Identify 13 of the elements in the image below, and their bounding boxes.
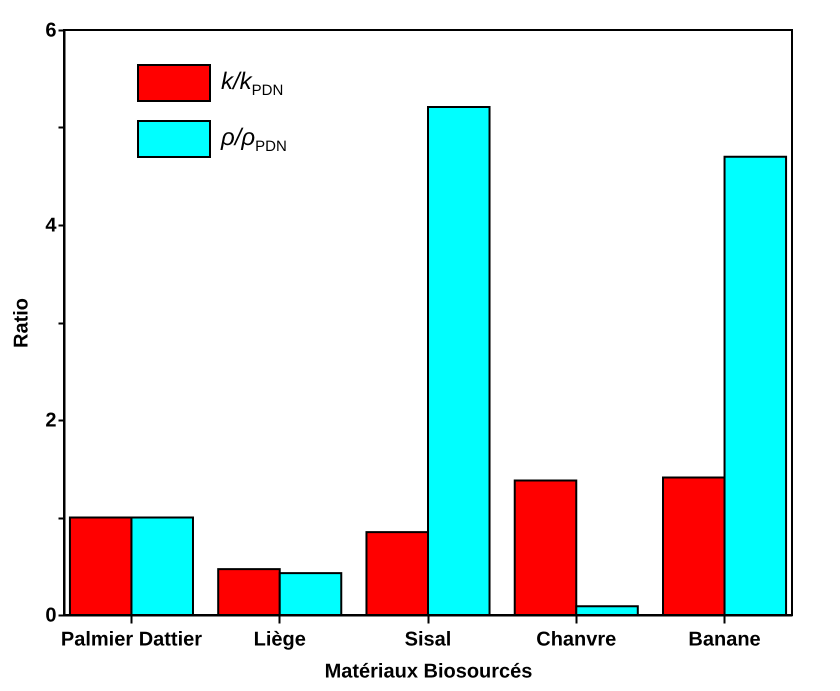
y-tick-label: 6: [45, 20, 56, 42]
x-axis-title: Matériaux Biosourcés: [324, 660, 532, 682]
y-tick-label: 2: [45, 410, 56, 432]
y-tick-label: 4: [45, 214, 58, 236]
x-tick-label: Chanvre: [536, 628, 616, 650]
x-tick-label: Liège: [254, 628, 306, 650]
x-tick-label: Sisal: [404, 628, 452, 650]
legend-label: k/k$_{PDN}$: [221, 68, 284, 98]
legend-label: ρ/ρ$_{PDN}$: [221, 124, 287, 154]
y-tick-label: 0: [45, 604, 56, 626]
x-tick-label: Banane: [688, 628, 761, 650]
x-tick-label: Palmier Dattier: [60, 628, 202, 650]
y-axis-title: Ratio: [10, 298, 32, 348]
